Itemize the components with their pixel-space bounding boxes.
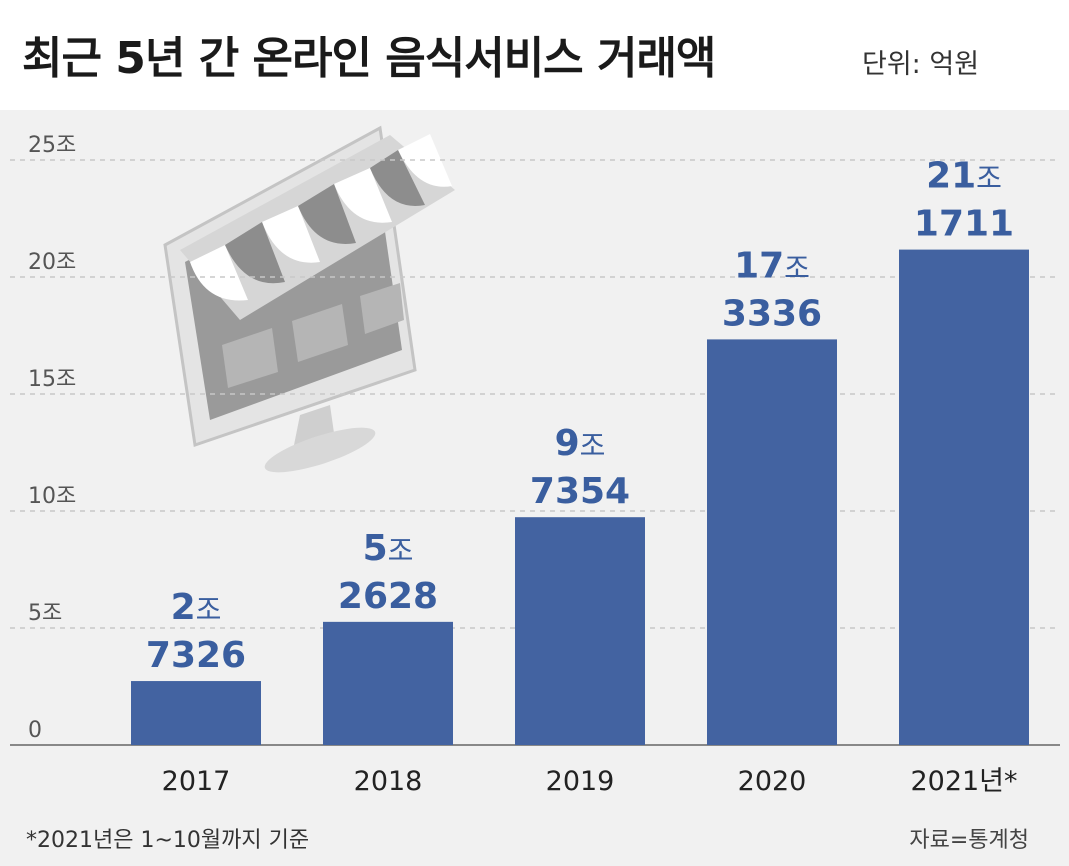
y-tick-label: 20조: [28, 250, 76, 275]
x-tick-label: 2018: [354, 766, 423, 797]
value-label-top: 2조: [171, 587, 222, 628]
value-label-bottom: 2628: [338, 576, 438, 617]
value-label-top: 5조: [363, 528, 414, 569]
value-label-bottom: 1711: [914, 204, 1014, 245]
x-tick-label: 2017: [162, 766, 231, 797]
value-label-top: 21조: [926, 156, 1002, 197]
value-label-bottom: 3336: [722, 293, 822, 334]
page-title: 최근 5년 간 온라인 음식서비스 거래액: [22, 33, 716, 84]
y-tick-label: 5조: [28, 601, 62, 626]
bar: [131, 681, 261, 745]
x-tick-label: 2020: [738, 766, 807, 797]
unit-label: 단위: 억원: [862, 49, 980, 80]
y-tick-label: 25조: [28, 133, 76, 158]
header: 최근 5년 간 온라인 음식서비스 거래액 단위: 억원: [0, 0, 1069, 110]
bar: [707, 339, 837, 745]
x-axis-ticks: 2017 2018 2019 2020 2021년*: [162, 766, 1018, 797]
value-labels: 2조 7326 5조 2628 9조 7354 17조 3336 21조 1711: [146, 156, 1014, 676]
bars: [131, 249, 1029, 745]
bar: [899, 249, 1029, 745]
storefront-monitor-icon: [163, 125, 455, 473]
footnote: *2021년은 1~10월까지 기준: [26, 828, 310, 853]
bar: [515, 517, 645, 745]
value-label-top: 17조: [734, 245, 810, 286]
source-credit: 자료=통계청: [909, 828, 1029, 853]
bar: [323, 621, 453, 745]
x-tick-label: 2019: [546, 766, 615, 797]
value-label-bottom: 7326: [146, 635, 246, 676]
y-tick-label: 0: [28, 718, 42, 743]
y-tick-label: 10조: [28, 484, 76, 509]
x-tick-label: 2021년*: [910, 766, 1017, 797]
y-axis-ticks: 0 5조 10조 15조 20조 25조: [28, 133, 76, 743]
value-label-bottom: 7354: [530, 471, 630, 512]
y-tick-label: 15조: [28, 367, 76, 392]
value-label-top: 9조: [555, 423, 606, 464]
